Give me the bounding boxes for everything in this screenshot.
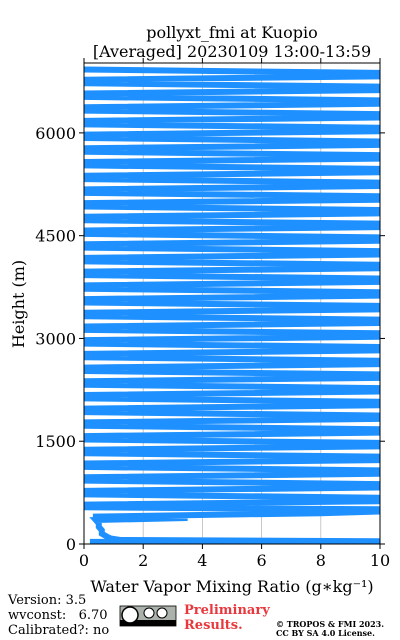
plot-area bbox=[84, 63, 380, 544]
chart-subtitle: [Averaged] 20230109 13:00-13:59 bbox=[93, 42, 371, 61]
y-tick-label: 1500 bbox=[35, 432, 76, 451]
copyright: © TROPOS & FMI 2023. bbox=[276, 619, 384, 629]
version: Version: 3.5 bbox=[7, 593, 86, 608]
y-tick-label: 0 bbox=[66, 535, 76, 554]
x-tick-label: 4 bbox=[197, 551, 207, 570]
license: CC BY SA 4.0 License. bbox=[276, 628, 375, 638]
preliminary: Preliminary bbox=[184, 603, 270, 618]
x-tick-label: 10 bbox=[370, 551, 390, 570]
cc-logo bbox=[119, 605, 177, 627]
x-axis-label: Water Vapor Mixing Ratio (g∗kg⁻¹) bbox=[90, 577, 373, 596]
profile-line bbox=[84, 66, 380, 544]
x-tick-label: 6 bbox=[257, 551, 267, 570]
preliminary: Results. bbox=[184, 618, 243, 633]
calibrated: Calibrated?: no bbox=[8, 623, 109, 638]
y-tick-label: 6000 bbox=[35, 124, 76, 143]
wvconst: wvconst: 6.70 bbox=[8, 608, 108, 623]
chart-title: pollyxt_fmi at Kuopio bbox=[146, 23, 317, 42]
y-tick-label: 4500 bbox=[35, 227, 76, 246]
x-tick-label: 2 bbox=[138, 551, 148, 570]
plot-frame bbox=[83, 62, 381, 545]
y-tick-label: 3000 bbox=[35, 329, 76, 348]
x-tick-label: 0 bbox=[79, 551, 89, 570]
y-axis-label: Height (m) bbox=[9, 260, 28, 348]
x-tick-label: 8 bbox=[316, 551, 326, 570]
